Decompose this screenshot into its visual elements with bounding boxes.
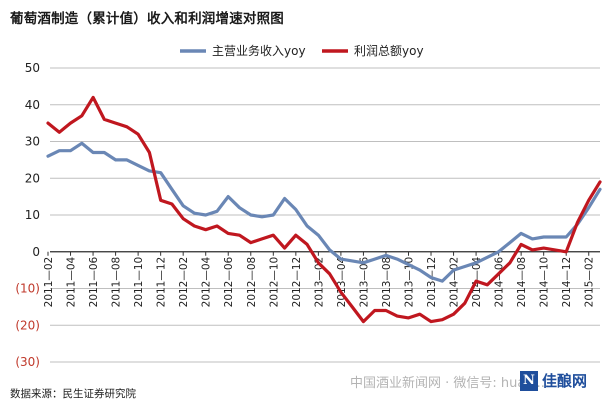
y-tick-label: 40	[25, 98, 40, 112]
y-tick-label: (30)	[15, 355, 40, 369]
x-tick-label: 2011—04	[66, 256, 78, 307]
y-tick-label: 20	[25, 171, 40, 185]
x-tick-label: 2015—02	[584, 257, 596, 308]
legend-label: 利润总额yoy	[354, 44, 424, 58]
y-tick-label: 10	[25, 208, 40, 222]
x-tick-label: 2012—10	[268, 257, 280, 308]
grid-lines	[50, 67, 600, 363]
y-tick-label: 0	[32, 245, 40, 259]
x-tick-label: 2013—06	[358, 256, 370, 307]
x-tick-label: 2011—08	[111, 257, 123, 308]
x-tick-label: 2011—12	[156, 257, 168, 308]
watermark: 中国酒业新闻网 · 微信号: huaxi...	[350, 376, 550, 391]
x-tick-label: 2013—04	[336, 256, 348, 307]
source-note: 数据来源：民生证券研究院	[10, 388, 136, 400]
x-tick-label: 2012—04	[201, 256, 213, 307]
x-tick-label: 2013—12	[426, 257, 438, 308]
x-tick-label: 2014—10	[539, 257, 551, 308]
x-tick-label: 2014—12	[561, 257, 573, 308]
y-axis-ticks: 50 40 30 20 10 0 (10) (20) (30)	[15, 61, 40, 369]
revenue-series-line	[46, 141, 602, 283]
profit-series-line	[46, 95, 602, 324]
x-tick-label: 2011—10	[133, 257, 145, 308]
x-tick-label: 2013—02	[313, 257, 325, 308]
x-axis-ticks: 2011—02 2011—04 2011—06 2011—08 2011—10 2011—…	[43, 251, 596, 308]
brand-logo-mark: N	[520, 370, 538, 391]
y-tick-label: (10)	[15, 282, 40, 296]
legend-label: 主营业务收入yoy	[212, 43, 306, 58]
legend: 主营业务收入yoy 利润总额yoy	[180, 43, 424, 58]
x-tick-label: 2012—12	[291, 257, 303, 308]
x-tick-label: 2011—06	[88, 256, 100, 307]
x-tick-label: 2011—02	[43, 257, 55, 308]
x-tick-label: 2012—02	[178, 257, 190, 308]
x-tick-label: 2012—06	[223, 256, 235, 307]
series-lines	[46, 95, 602, 324]
y-tick-label: (20)	[15, 318, 40, 332]
brand-logo: N 佳酿网	[520, 370, 587, 391]
x-tick-label: 2014—06	[494, 256, 506, 307]
x-tick-label: 2013—10	[403, 257, 415, 308]
y-tick-label: 50	[25, 61, 40, 75]
brand-name: 佳酿网	[542, 372, 588, 390]
y-tick-label: 30	[25, 135, 40, 149]
x-tick-label: 2014—08	[516, 257, 528, 308]
x-tick-label: 2012—08	[246, 257, 258, 308]
x-tick-label: 2013—08	[381, 257, 393, 308]
chart-title: 葡萄酒制造（累计值）收入和利润增速对照图	[10, 11, 284, 27]
x-tick-label: 2014—02	[449, 257, 461, 308]
